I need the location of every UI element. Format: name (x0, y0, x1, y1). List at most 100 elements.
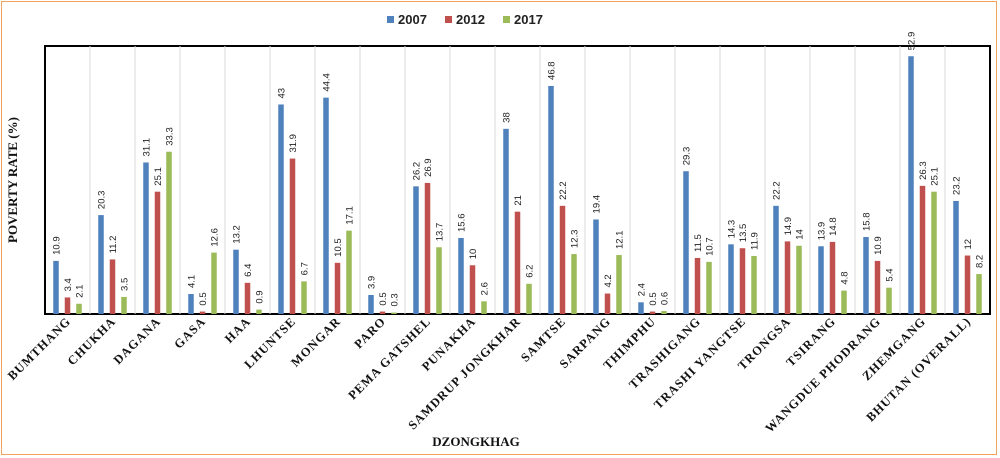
value-label-lhuntse-2012: 31.9 (288, 134, 299, 153)
value-label-mongar-2017: 17.1 (345, 206, 356, 225)
value-label-dagana-2007: 31.1 (142, 138, 153, 157)
value-label-trashi-yangtse-2007: 14.3 (727, 220, 738, 239)
value-label-tsirang-2007: 13.9 (817, 222, 828, 241)
bar-pema-gatshel-2017 (436, 247, 442, 314)
bar-punakha-2007 (458, 237, 464, 314)
bar-chukha-2007 (98, 215, 104, 314)
bar-bhutan-overall-2007 (953, 200, 959, 314)
value-label-chukha-2007: 20.3 (97, 191, 108, 210)
value-label-trashigang-2012: 11.5 (693, 234, 704, 252)
value-label-gasa-2017: 12.6 (210, 228, 221, 247)
bar-trashigang-2012 (694, 257, 701, 314)
bar-trashi-yangtse-2012 (739, 248, 746, 314)
value-label-bhutan-overall-2017: 8.2 (975, 255, 986, 268)
bar-bhutan-overall-2012 (964, 255, 971, 314)
bar-pema-gatshel-2007 (413, 186, 419, 314)
bar-trongsa-2017 (796, 245, 802, 314)
value-label-trashigang-2007: 29.3 (682, 147, 693, 166)
bar-lhuntse-2012 (289, 158, 296, 314)
bar-zhemgang-2012 (919, 185, 926, 314)
value-label-samtse-2017: 12.3 (570, 230, 581, 249)
value-label-chukha-2017: 3.5 (120, 278, 131, 291)
bar-haa-2017 (256, 309, 262, 314)
legend-label-2017: 2017 (514, 12, 543, 27)
legend-swatch-2017 (503, 16, 510, 23)
bar-haa-2007 (233, 249, 239, 314)
value-label-pema-gatshel-2007: 26.2 (412, 162, 423, 181)
bar-trashi-yangtse-2017 (751, 256, 757, 314)
category-label-paro: PARO (351, 314, 388, 351)
bar-bumthang-2017 (76, 303, 82, 314)
bar-dagana-2007 (143, 162, 149, 314)
value-label-zhemgang-2012: 26.3 (918, 161, 929, 180)
bar-sarpang-2012 (604, 293, 611, 314)
value-label-haa-2007: 13.2 (232, 225, 243, 244)
value-label-sarpang-2017: 12.1 (615, 231, 626, 250)
value-label-mongar-2012: 10.5 (333, 238, 344, 257)
value-label-bumthang-2017: 2.1 (75, 285, 86, 298)
bar-samtse-2017 (571, 254, 577, 314)
bar-mongar-2017 (346, 230, 352, 314)
value-label-bumthang-2012: 3.4 (63, 278, 74, 291)
bar-wangdue-phodrang-2012 (874, 260, 881, 314)
value-label-samdrup-jongkhar-2007: 38 (502, 112, 513, 123)
bar-bumthang-2007 (53, 260, 59, 314)
value-label-gasa-2007: 4.1 (187, 275, 198, 288)
bar-zhemgang-2017 (931, 191, 937, 314)
bar-gasa-2017 (211, 252, 217, 314)
value-label-dagana-2012: 25.1 (153, 167, 164, 186)
bar-sarpang-2017 (616, 255, 622, 314)
value-label-samdrup-jongkhar-2017: 6.2 (525, 265, 536, 278)
bar-trongsa-2012 (784, 241, 791, 314)
bars (53, 56, 982, 315)
bar-dagana-2012 (154, 191, 161, 314)
category-label-chukha: CHUKHA (65, 314, 119, 368)
value-label-punakha-2007: 15.6 (457, 213, 468, 232)
value-label-tsirang-2012: 14.8 (828, 217, 839, 236)
value-label-wangdue-phodrang-2012: 10.9 (873, 236, 884, 255)
y-axis-title: POVERTY RATE (%) (5, 117, 20, 243)
bar-paro-2007 (368, 294, 374, 314)
bar-thimphu-2007 (638, 302, 644, 314)
category-label-pema-gatshel: PEMA GATSHEL (345, 314, 433, 402)
bar-trongsa-2007 (773, 205, 779, 314)
value-label-chukha-2012: 11.2 (108, 236, 119, 254)
value-label-haa-2017: 0.9 (255, 290, 266, 303)
category-label-haa: HAA (222, 314, 254, 346)
value-label-thimphu-2007: 2.4 (637, 283, 648, 296)
bar-lhuntse-2007 (278, 104, 284, 315)
bar-zhemgang-2007 (908, 56, 914, 314)
bar-sarpang-2007 (593, 219, 599, 314)
bar-samtse-2007 (548, 85, 554, 314)
value-label-sarpang-2007: 19.4 (592, 195, 603, 214)
bar-tsirang-2012 (829, 241, 836, 314)
legend-swatch-2007 (387, 16, 394, 23)
value-label-mongar-2007: 44.4 (322, 73, 333, 92)
value-label-zhemgang-2007: 52.9 (907, 32, 918, 51)
bar-wangdue-phodrang-2007 (863, 237, 869, 314)
legend-swatch-2012 (445, 16, 452, 23)
value-label-trashi-yangtse-2012: 13.5 (738, 224, 749, 243)
bar-tsirang-2007 (818, 246, 824, 314)
bar-gasa-2012 (199, 311, 206, 314)
value-label-paro-2007: 3.9 (367, 276, 378, 289)
value-label-gasa-2012: 0.5 (198, 292, 209, 305)
value-label-lhuntse-2007: 43 (277, 88, 288, 99)
bar-mongar-2007 (323, 97, 329, 314)
bar-chukha-2017 (121, 296, 127, 314)
bar-samtse-2012 (559, 205, 566, 314)
value-label-trashi-yangtse-2017: 11.9 (750, 232, 761, 250)
legend-label-2012: 2012 (456, 12, 485, 27)
value-label-samtse-2012: 22.2 (558, 181, 569, 200)
value-label-sarpang-2012: 4.2 (603, 274, 614, 287)
bar-paro-2017 (391, 312, 397, 314)
value-label-samdrup-jongkhar-2012: 21 (513, 195, 524, 206)
bar-paro-2012 (379, 311, 386, 314)
bar-wangdue-phodrang-2017 (886, 287, 892, 314)
value-label-trashigang-2017: 10.7 (705, 237, 716, 256)
bar-tsirang-2017 (841, 290, 847, 314)
category-label-gasa: GASA (171, 314, 208, 351)
value-label-lhuntse-2017: 6.7 (300, 262, 311, 275)
